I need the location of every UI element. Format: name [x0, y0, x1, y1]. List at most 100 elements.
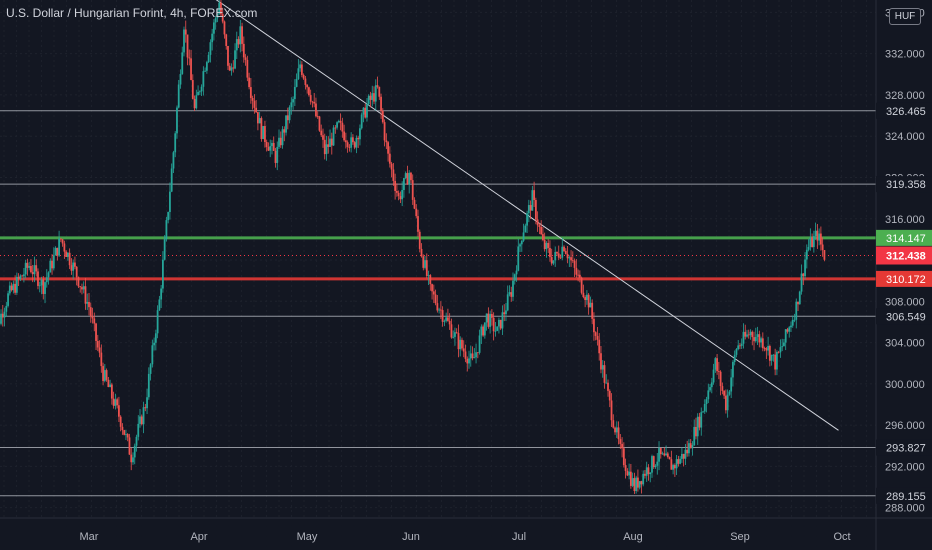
candle-body [578, 274, 581, 278]
candle-body [691, 445, 694, 449]
candle-body [1, 313, 4, 318]
candle-body [589, 302, 592, 308]
candle-body [118, 405, 120, 417]
candle-body [65, 251, 68, 258]
candle-body [730, 377, 733, 392]
candle-body [427, 275, 430, 276]
candle-body [251, 97, 254, 101]
candle-body [418, 231, 421, 249]
candle-body [329, 138, 331, 147]
level-label: 293.827 [886, 443, 926, 455]
candle-body [135, 436, 138, 446]
y-tick-label: 324.000 [885, 131, 925, 143]
candle-body [784, 329, 787, 343]
candle-body [494, 330, 497, 332]
candles [0, 0, 826, 494]
candle-body [103, 370, 106, 381]
candle-body [732, 361, 734, 378]
candle-body [621, 443, 623, 449]
candle-body [585, 294, 588, 301]
candle-body [49, 260, 52, 273]
candle-body [147, 373, 150, 398]
candle-body [529, 205, 532, 211]
candle-body [534, 199, 537, 220]
candle-body [234, 50, 236, 69]
candle-body [703, 403, 706, 412]
candle-body [677, 459, 680, 464]
candle-body [661, 453, 664, 455]
candle-body [154, 333, 157, 343]
candle-body [542, 234, 544, 241]
candle-body [425, 260, 428, 276]
candle-body [123, 430, 126, 435]
candle-body [712, 369, 715, 383]
candle-body [823, 250, 826, 260]
candle-body [471, 353, 474, 359]
candle-body [520, 240, 523, 245]
candle-body [66, 252, 69, 258]
candle-body [239, 26, 242, 45]
candle-body [204, 70, 207, 72]
candle-body [348, 146, 351, 148]
candle-body [503, 312, 506, 315]
candle-body [156, 310, 159, 334]
candle-body [24, 262, 27, 275]
candle-body [401, 190, 404, 200]
candle-body [297, 68, 300, 79]
x-tick-label: Jun [402, 531, 420, 543]
candle-body [169, 191, 171, 213]
candle-body [74, 262, 76, 267]
candle-body [318, 116, 321, 131]
candle-body [221, 14, 224, 22]
candle-body [447, 317, 449, 321]
candle-body [702, 411, 704, 413]
candle-body [710, 382, 713, 388]
candle-body [556, 252, 558, 254]
candle-body [571, 260, 574, 262]
candle-body [545, 242, 548, 250]
candle-body [564, 251, 567, 254]
candle-body [285, 115, 287, 133]
candle-body [95, 323, 97, 341]
candle-body [672, 465, 675, 470]
candle-body [232, 67, 235, 69]
candle-body [700, 412, 703, 428]
candle-body [790, 325, 792, 328]
candle-body [19, 275, 22, 279]
candle-body [751, 331, 754, 338]
candle-body [726, 394, 729, 411]
candle-body [797, 301, 799, 305]
candle-body [195, 95, 198, 109]
candle-body [584, 297, 587, 301]
time-axis[interactable]: Mar Apr May Jun Jul Aug Sep Oct [0, 517, 932, 543]
candle-body [235, 39, 238, 51]
x-tick-label: May [297, 531, 318, 543]
candle-body [464, 351, 467, 359]
candle-body [675, 459, 678, 469]
candle-body [300, 64, 303, 75]
candle-body [230, 67, 233, 71]
candle-body [798, 291, 801, 305]
candle-body [668, 457, 671, 460]
candle-body [394, 180, 397, 191]
candle-body [746, 334, 748, 337]
candle-body [366, 103, 368, 118]
candle-body [605, 382, 608, 384]
y-tick-label: 332.000 [885, 49, 925, 61]
y-tick-label: 288.000 [885, 503, 925, 515]
candle-body [600, 353, 602, 370]
last-price-label-bg [876, 246, 932, 265]
candle-body [339, 120, 342, 123]
candle-body [82, 286, 85, 290]
candle-body [359, 128, 361, 140]
candle-body [21, 275, 24, 277]
currency-badge[interactable]: HUF [889, 8, 921, 25]
trendline [215, 0, 839, 431]
candle-body [378, 86, 381, 97]
candle-body [582, 292, 585, 298]
candle-body [167, 212, 170, 221]
candle-body [68, 252, 71, 266]
candle-body [26, 262, 29, 268]
